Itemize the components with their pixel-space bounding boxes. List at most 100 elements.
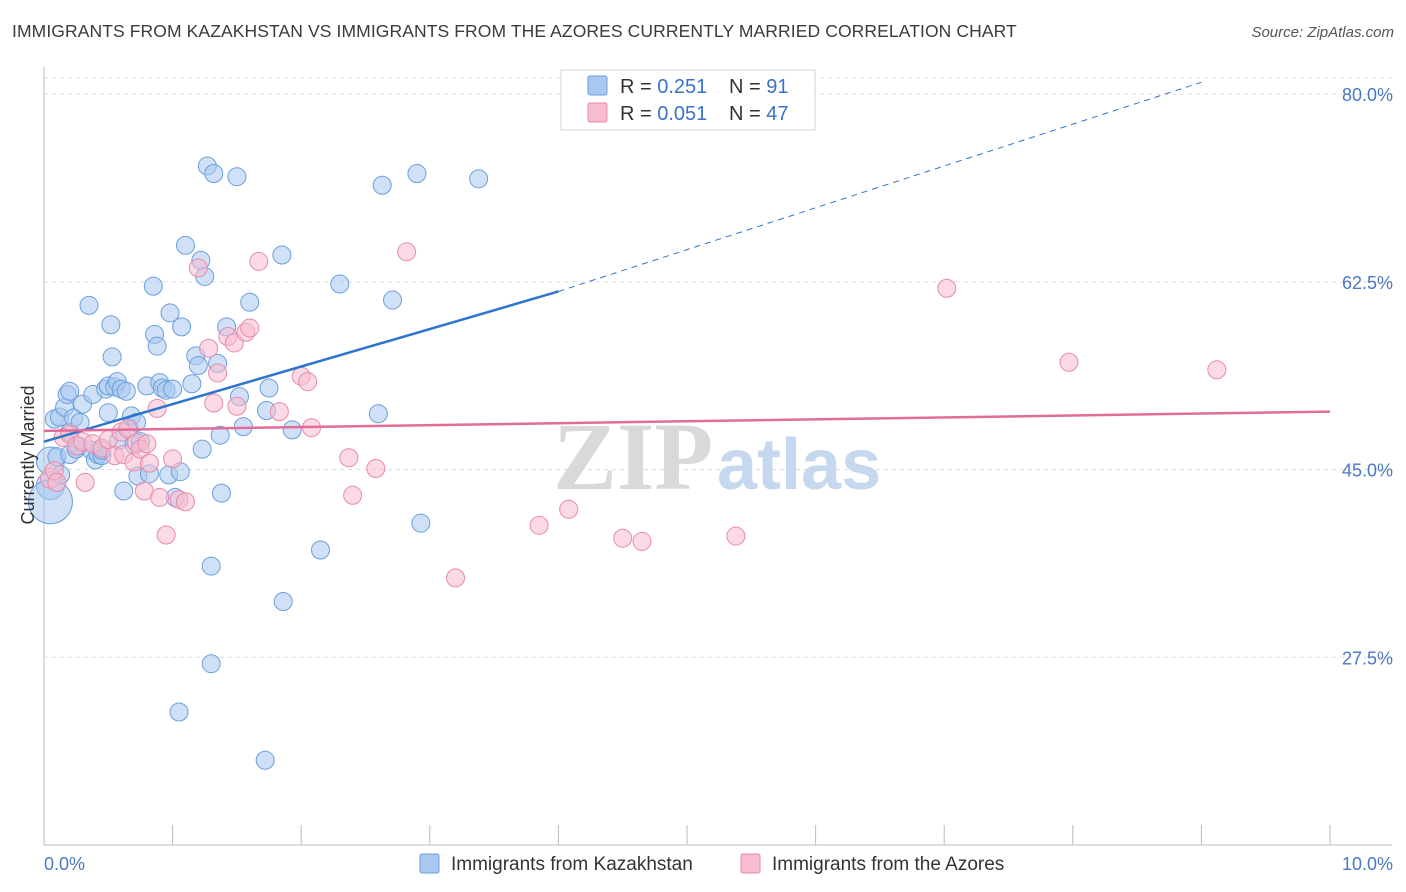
azores-point — [208, 363, 228, 383]
kazakhstan-point — [372, 175, 392, 195]
kazakhstan-point — [211, 483, 231, 503]
azores-point — [150, 487, 170, 507]
legend-label-azores: Immigrants from the Azores — [772, 854, 1004, 875]
y-tick-label: 80.0% — [1342, 85, 1393, 105]
svg-text:R = 0.251: R = 0.251 — [620, 76, 707, 98]
stats-pink-r-label: R = — [620, 103, 657, 125]
stats-blue-swatch — [587, 75, 608, 96]
kazakhstan-point — [101, 315, 121, 335]
azores-point — [75, 472, 95, 492]
azores-point — [227, 396, 247, 416]
azores-point — [937, 278, 957, 298]
kazakhstan-point — [169, 702, 189, 722]
azores-point — [204, 393, 224, 413]
azores-point — [632, 531, 652, 551]
azores-point — [726, 526, 746, 546]
stats-blue-n-value: 91 — [766, 76, 788, 98]
chart-title: IMMIGRANTS FROM KAZAKHSTAN VS IMMIGRANTS… — [12, 21, 1017, 41]
azores-point — [613, 528, 633, 548]
azores-point — [529, 515, 549, 535]
kazakhstan-point — [192, 439, 212, 459]
kazakhstan-trend-extension — [558, 81, 1202, 292]
kazakhstan-point — [411, 513, 431, 533]
kazakhstan-point — [259, 378, 279, 398]
azores-point — [397, 242, 417, 262]
azores-point — [139, 453, 159, 473]
kazakhstan-point — [163, 379, 183, 399]
kazakhstan-point — [227, 167, 247, 187]
azores-point — [163, 449, 183, 469]
kazakhstan-point — [273, 591, 293, 611]
azores-point — [339, 448, 359, 468]
kazakhstan-point — [116, 381, 136, 401]
azores-point — [1059, 352, 1079, 372]
stats-pink-swatch — [587, 102, 608, 123]
svg-text:N = 91: N = 91 — [729, 76, 789, 98]
azores-point — [240, 318, 260, 338]
kazakhstan-point — [160, 303, 180, 323]
y-tick-label: 62.5% — [1342, 273, 1393, 293]
kazakhstan-point — [201, 556, 221, 576]
kazakhstan-point — [330, 274, 350, 294]
svg-text:R = 0.051: R = 0.051 — [620, 103, 707, 125]
kazakhstan-point — [98, 403, 118, 423]
azores-point — [446, 568, 466, 588]
kazakhstan-point — [272, 245, 292, 265]
azores-point — [156, 525, 176, 545]
azores-point — [199, 338, 219, 358]
kazakhstan-point — [368, 404, 388, 424]
azores-trend-line — [43, 410, 1331, 433]
kazakhstan-point — [114, 481, 134, 501]
azores-point — [47, 472, 67, 492]
gridlines — [44, 77, 1392, 658]
tick-labels: 27.5% 45.0% 62.5% 80.0% 0.0% 10.0% — [44, 85, 1393, 874]
kazakhstan-trend-line — [43, 290, 559, 443]
kazakhstan-point — [188, 355, 208, 375]
azores-point — [269, 402, 289, 422]
azores-point — [249, 251, 269, 271]
kazakhstan-point — [407, 163, 427, 183]
watermark-zip: ZIP — [553, 403, 713, 510]
kazakhstan-point — [175, 235, 195, 255]
azores-point — [137, 434, 157, 454]
svg-text:N = 47: N = 47 — [729, 103, 789, 125]
chart-source: Source: ZipAtlas.com — [1251, 24, 1394, 41]
kazakhstan-point — [60, 381, 80, 401]
azores-point — [559, 499, 579, 519]
stats-blue-r-label: R = — [620, 76, 657, 98]
y-tick-label: 27.5% — [1342, 648, 1393, 668]
legend-label-kazakhstan: Immigrants from Kazakhstan — [451, 854, 693, 875]
kazakhstan-point — [79, 295, 99, 315]
x-tick-label: 0.0% — [44, 854, 85, 874]
trend-lines — [43, 81, 1331, 443]
stats-pink-n-label: N = — [729, 103, 766, 125]
azores-point — [366, 458, 386, 478]
kazakhstan-point — [469, 169, 489, 189]
stats-blue-r-value: 0.251 — [657, 76, 707, 98]
azores-point — [298, 372, 318, 392]
kazakhstan-point — [182, 374, 202, 394]
series-legend: Immigrants from Kazakhstan Immigrants fr… — [419, 853, 1004, 875]
kazakhstan-point — [282, 420, 302, 440]
azores-point — [343, 485, 363, 505]
stats-pink-r-value: 0.051 — [657, 103, 707, 125]
legend-swatch-kazakhstan — [419, 853, 440, 874]
stats-blue-n-label: N = — [729, 76, 766, 98]
azores-point — [1207, 360, 1227, 380]
kazakhstan-point — [204, 163, 224, 183]
legend-swatch-azores — [740, 853, 761, 874]
kazakhstan-point — [383, 290, 403, 310]
stats-legend-box: R = 0.251 N = 91 R = 0.051 N = 47 — [560, 69, 816, 131]
y-tick-label: 45.0% — [1342, 461, 1393, 481]
azores-point — [188, 258, 208, 278]
stats-pink-n-value: 47 — [766, 103, 788, 125]
kazakhstan-point — [102, 347, 122, 367]
watermark: ZIP atlas — [553, 403, 881, 510]
kazakhstan-point — [172, 317, 192, 337]
y-axis-label: Currently Married — [18, 385, 38, 524]
kazakhstan-point — [210, 425, 230, 445]
kazakhstan-point — [255, 750, 275, 770]
kazakhstan-point — [143, 276, 163, 296]
x-tick-label: 10.0% — [1342, 854, 1393, 874]
